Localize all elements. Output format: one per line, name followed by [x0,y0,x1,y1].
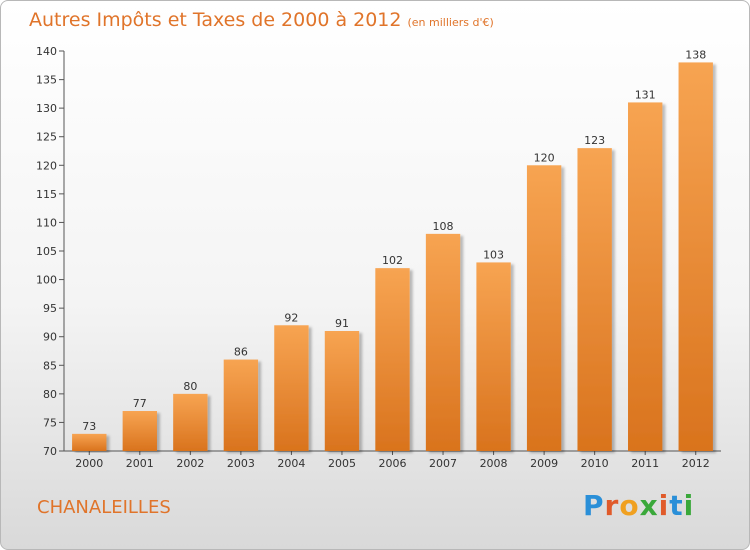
x-tick-label: 2002 [176,457,204,470]
y-tick-label: 80 [43,388,57,401]
x-tick-label: 2006 [379,457,407,470]
y-tick-label: 110 [36,216,57,229]
y-tick-label: 70 [43,445,57,458]
bar-value-label: 103 [483,248,504,261]
bar-value-label: 123 [584,134,605,147]
bar [223,359,259,451]
x-tick-label: 2010 [581,457,609,470]
bars-group [72,62,713,452]
bar [122,411,157,451]
y-tick-label: 120 [36,159,57,172]
bar [577,148,612,451]
bar [173,393,208,451]
x-tick-label: 2007 [429,457,457,470]
x-tick-label: 2001 [126,457,154,470]
logo-letter: o [619,489,640,522]
chart-title-text: Autres Impôts et Taxes de 2000 à 2012 [29,9,402,31]
bar-value-label: 138 [685,48,706,61]
logo-letter: r [604,489,620,522]
bar-value-label: 86 [234,346,248,359]
bar-value-label: 108 [433,220,454,233]
bar-value-label: 91 [335,317,349,330]
bar-value-label: 73 [82,420,96,433]
bar-value-label: 131 [635,88,656,101]
x-tick-label: 2000 [75,457,103,470]
y-tick-label: 135 [36,74,57,87]
x-tick-label: 2005 [328,457,356,470]
bar [324,331,360,451]
x-tick-label: 2008 [480,457,508,470]
x-tick-label: 2011 [631,457,659,470]
chart-subtitle: (en milliers d'€) [407,16,494,29]
logo-letter: i [683,489,695,522]
x-tick-label: 2009 [530,457,558,470]
y-tick-label: 125 [36,131,57,144]
logo-letter: x [639,489,659,522]
commune-name: CHANALEILLES [37,497,171,518]
bar [274,325,309,451]
x-tick-label: 2012 [682,457,710,470]
bar [375,268,410,451]
x-tick-label: 2003 [227,457,255,470]
bar-value-label: 80 [183,380,197,393]
bar [628,102,663,451]
proxiti-logo: Proxiti [583,489,694,522]
bar-value-label: 120 [534,151,555,164]
bar-value-label: 92 [284,311,298,324]
logo-letter: t [669,489,684,522]
y-tick-label: 85 [43,359,57,372]
y-tick-label: 100 [36,274,57,287]
bar [526,165,562,452]
bar [425,233,461,451]
y-tick-label: 130 [36,102,57,115]
bar-value-label: 77 [133,397,147,410]
logo-letter: i [658,489,670,522]
y-tick-label: 115 [36,188,57,201]
bar [476,262,511,451]
chart-title: Autres Impôts et Taxes de 2000 à 2012 (en… [29,9,494,31]
bar-value-label: 102 [382,254,403,267]
y-tick-label: 140 [36,45,57,58]
labels-group: 73 2000 77 2001 80 2002 86 2003 92 2004 91 2005 102 2… [75,48,709,470]
y-tick-label: 90 [43,331,57,344]
bar [678,62,713,452]
logo-letter: P [583,489,605,522]
y-tick-label: 105 [36,245,57,258]
y-tick-label: 95 [43,302,57,315]
x-tick-label: 2004 [277,457,305,470]
bar [72,433,107,451]
y-tick-label: 75 [43,416,57,429]
